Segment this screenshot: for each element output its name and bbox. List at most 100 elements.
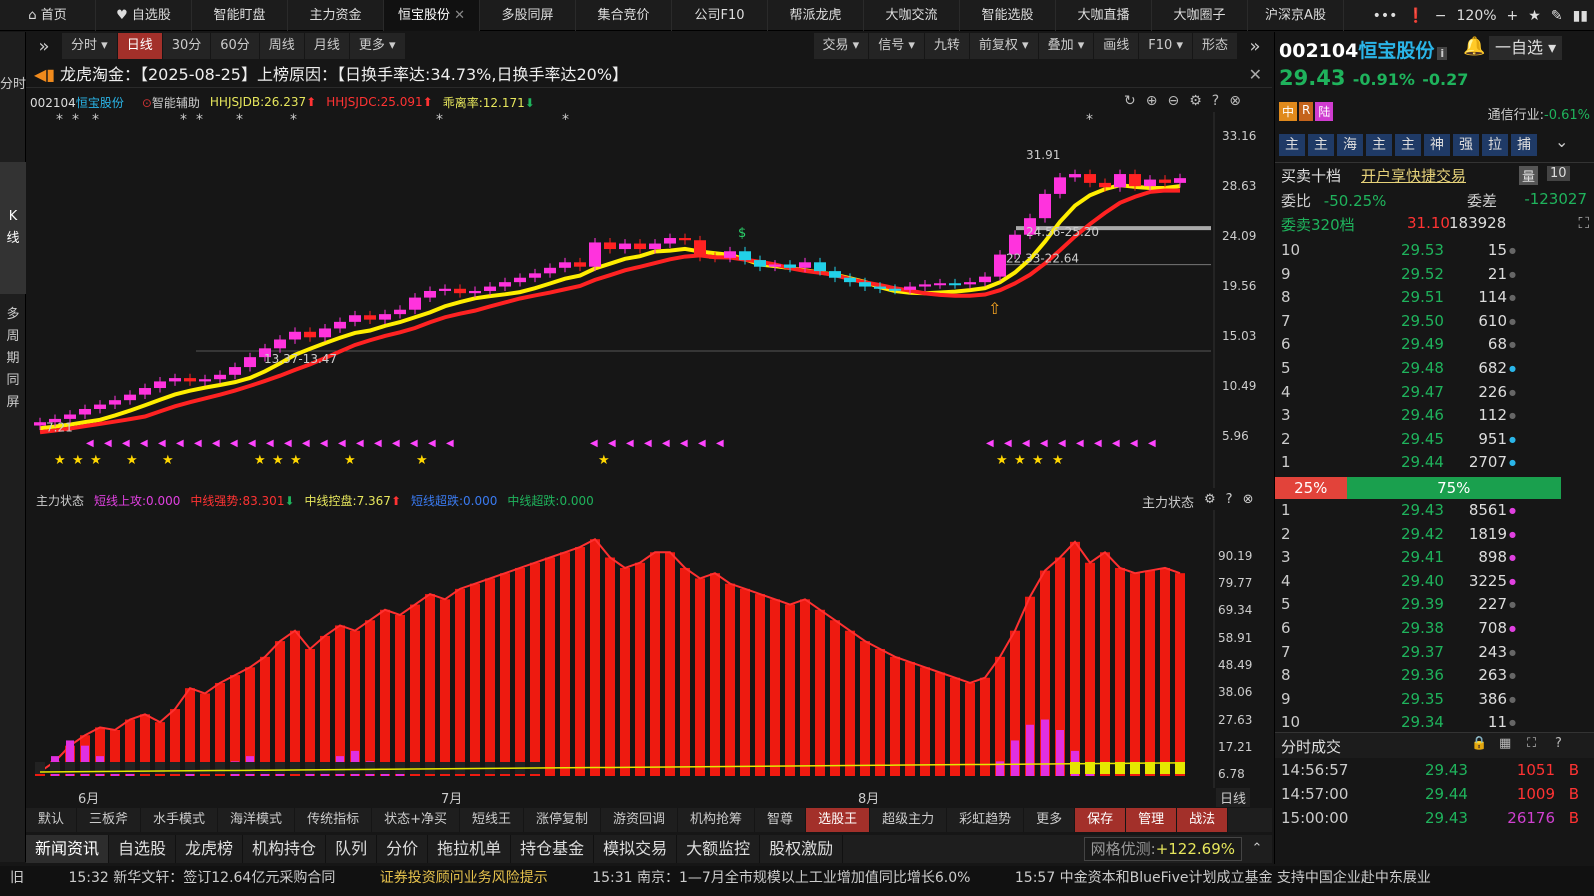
orderbook-row[interactable]: 4 29.40 3225 ● [1275, 570, 1594, 594]
gear-icon[interactable]: ⚙ [1189, 93, 1202, 109]
ticker-item[interactable]: 15:31 南京：1—7月全市规模以上工业增加值同比增长6.0% [592, 870, 971, 886]
period-daily[interactable]: 日线 [117, 33, 162, 59]
close-tab-icon[interactable]: ✕ [454, 8, 466, 23]
strategy-chip[interactable]: 主 [1279, 134, 1305, 156]
close-icon[interactable]: ⊗ [1229, 93, 1241, 109]
trade-menu[interactable]: 交易 ▾ [813, 33, 869, 59]
ticker-item[interactable]: 15:32 新华文轩：签订12.64亿元采购合同 [68, 870, 336, 886]
gear-icon[interactable]: ⚙ [1204, 492, 1216, 507]
nav-tab[interactable]: ⌂ 首页 [0, 0, 96, 31]
strategy-chip[interactable]: 捕 [1511, 134, 1537, 156]
fullscreen-icon[interactable]: ⛶ [1527, 736, 1537, 751]
info-icon[interactable]: i [1437, 47, 1448, 60]
bottom-tab[interactable]: 持仓基金 [511, 835, 595, 863]
orderbook-row[interactable]: 3 29.41 898 ● [1275, 546, 1594, 570]
badge-r[interactable]: R [1299, 102, 1314, 121]
orderbook-row[interactable]: 3 29.46 112 ● [1275, 404, 1594, 428]
nav-tab[interactable]: 主力资金 [288, 0, 384, 31]
orderbook-row[interactable]: 6 29.49 68 ● [1275, 333, 1594, 357]
star-icon[interactable]: ★ [1528, 7, 1541, 24]
grid-test-box[interactable]: 网格优测:+122.69% [1083, 837, 1242, 861]
nav-tab[interactable]: 帮派龙虎 [768, 0, 864, 31]
layout-icon[interactable]: ▮▮ [1572, 7, 1588, 24]
zoom-in-icon[interactable]: + [1506, 7, 1519, 24]
strategy-chip[interactable]: 主 [1308, 134, 1334, 156]
help-icon[interactable]: ? [1211, 93, 1220, 109]
lock-icon[interactable]: 🔒 [1471, 736, 1488, 751]
refresh-icon[interactable]: ↻ [1124, 93, 1136, 109]
f10-menu[interactable]: F10 ▾ [1139, 33, 1192, 59]
expand-down-icon[interactable]: ⌄ [1555, 132, 1569, 151]
orderbook-row[interactable]: 10 29.53 15 ● [1275, 239, 1594, 263]
template-tab[interactable]: 三板斧 [77, 808, 142, 832]
industry[interactable]: 通信行业:-0.61% [1488, 104, 1590, 123]
orderbook-row[interactable]: 9 29.35 386 ● [1275, 688, 1594, 712]
alert-icon[interactable]: ❗ [1407, 7, 1425, 24]
expand-right-icon[interactable]: » [1249, 35, 1261, 57]
template-tab[interactable]: 选股王 [806, 808, 871, 832]
bottom-tab[interactable]: 机构持仓 [243, 835, 327, 863]
overlay-menu[interactable]: 叠加 ▾ [1038, 33, 1094, 59]
nav-tab[interactable]: 多股同屏 [480, 0, 576, 31]
orderbook-row[interactable]: 2 29.45 951 ● [1275, 428, 1594, 452]
nav-tab[interactable]: 恒宝股份 ✕ [384, 0, 480, 31]
bottom-tab[interactable]: 大额监控 [677, 835, 761, 863]
template-tab[interactable]: 管理 [1126, 808, 1178, 832]
signal-menu[interactable]: 信号 ▾ [869, 33, 924, 59]
template-tab[interactable]: 保存 [1075, 808, 1127, 832]
bottom-tab[interactable]: 自选股 [109, 835, 177, 863]
nav-tab[interactable]: 智能选股 [960, 0, 1056, 31]
period-more[interactable]: 更多 ▾ [349, 33, 405, 59]
period-60m[interactable]: 60分 [211, 33, 259, 59]
template-tab[interactable]: 超级主力 [870, 808, 948, 832]
orderbook-row[interactable]: 10 29.34 11 ● [1275, 711, 1594, 735]
expand-icon[interactable]: » [38, 35, 50, 57]
template-tab[interactable]: 游资回调 [601, 808, 679, 832]
badge-risk[interactable]: 中 [1279, 102, 1298, 121]
nav-tab[interactable]: 大咖直播 [1056, 0, 1152, 31]
orderbook-row[interactable]: 7 29.50 610 ● [1275, 310, 1594, 334]
smart-assist-toggle[interactable]: ⊙智能辅助 [141, 95, 200, 110]
strategy-chip[interactable]: 神 [1424, 134, 1450, 156]
template-tab[interactable]: 战法 [1177, 808, 1229, 832]
template-tab[interactable]: 海洋模式 [218, 808, 296, 832]
template-tab[interactable]: 水手模式 [141, 808, 219, 832]
help-icon[interactable]: ? [1555, 736, 1562, 751]
orderbook-row[interactable]: 1 29.44 2707 ● [1275, 451, 1594, 475]
template-tab[interactable]: 传统指标 [295, 808, 373, 832]
bottom-tab[interactable]: 股权激励 [760, 835, 844, 863]
template-tab[interactable]: 涨停复制 [524, 808, 602, 832]
template-tab[interactable]: 短线王 [460, 808, 524, 832]
nine-turn-button[interactable]: 九转 [924, 33, 969, 59]
zoom-out-icon[interactable]: − [1434, 7, 1447, 24]
depth-toggle[interactable]: 10 [1547, 166, 1570, 181]
period-30m[interactable]: 30分 [162, 33, 211, 59]
bottom-tab[interactable]: 新闻资讯 [26, 835, 110, 863]
view-multi-period[interactable]: 多周期同屏 [6, 307, 20, 410]
bottom-tab[interactable]: 队列 [326, 835, 378, 863]
orderbook-row[interactable]: 1 29.43 8561 ● [1275, 499, 1594, 523]
view-kline[interactable]: K线 [0, 162, 26, 294]
strategy-chip[interactable]: 主 [1366, 134, 1392, 156]
strategy-chip[interactable]: 拉 [1482, 134, 1508, 156]
calc-icon[interactable]: ▦ [1499, 736, 1512, 751]
strategy-chip[interactable]: 强 [1453, 134, 1479, 156]
pen-icon[interactable]: ✎ [1550, 7, 1563, 24]
orderbook-row[interactable]: 8 29.51 114 ● [1275, 286, 1594, 310]
template-tab[interactable]: 更多 [1024, 808, 1076, 832]
orderbook-row[interactable]: 9 29.52 21 ● [1275, 263, 1594, 287]
ticker-item[interactable]: 证券投资顾问业务风险提示 [379, 870, 548, 886]
template-tab[interactable]: 彩虹趋势 [947, 808, 1025, 832]
fullscreen-icon[interactable]: ⛶ [1578, 214, 1589, 232]
orderbook-row[interactable]: 7 29.37 243 ● [1275, 641, 1594, 665]
draw-button[interactable]: 画线 [1094, 33, 1139, 59]
bottom-tab[interactable]: 模拟交易 [594, 835, 678, 863]
bottom-tab[interactable]: 拖拉机单 [428, 835, 512, 863]
strategy-chip[interactable]: 海 [1337, 134, 1363, 156]
period-weekly[interactable]: 周线 [259, 33, 304, 59]
nav-tab[interactable]: ♥ 自选股 [96, 0, 192, 31]
nav-tab[interactable]: 公司F10 [672, 0, 768, 31]
period-monthly[interactable]: 月线 [304, 33, 349, 59]
orderbook-row[interactable]: 2 29.42 1819 ● [1275, 523, 1594, 547]
bottom-tab[interactable]: 龙虎榜 [176, 835, 244, 863]
